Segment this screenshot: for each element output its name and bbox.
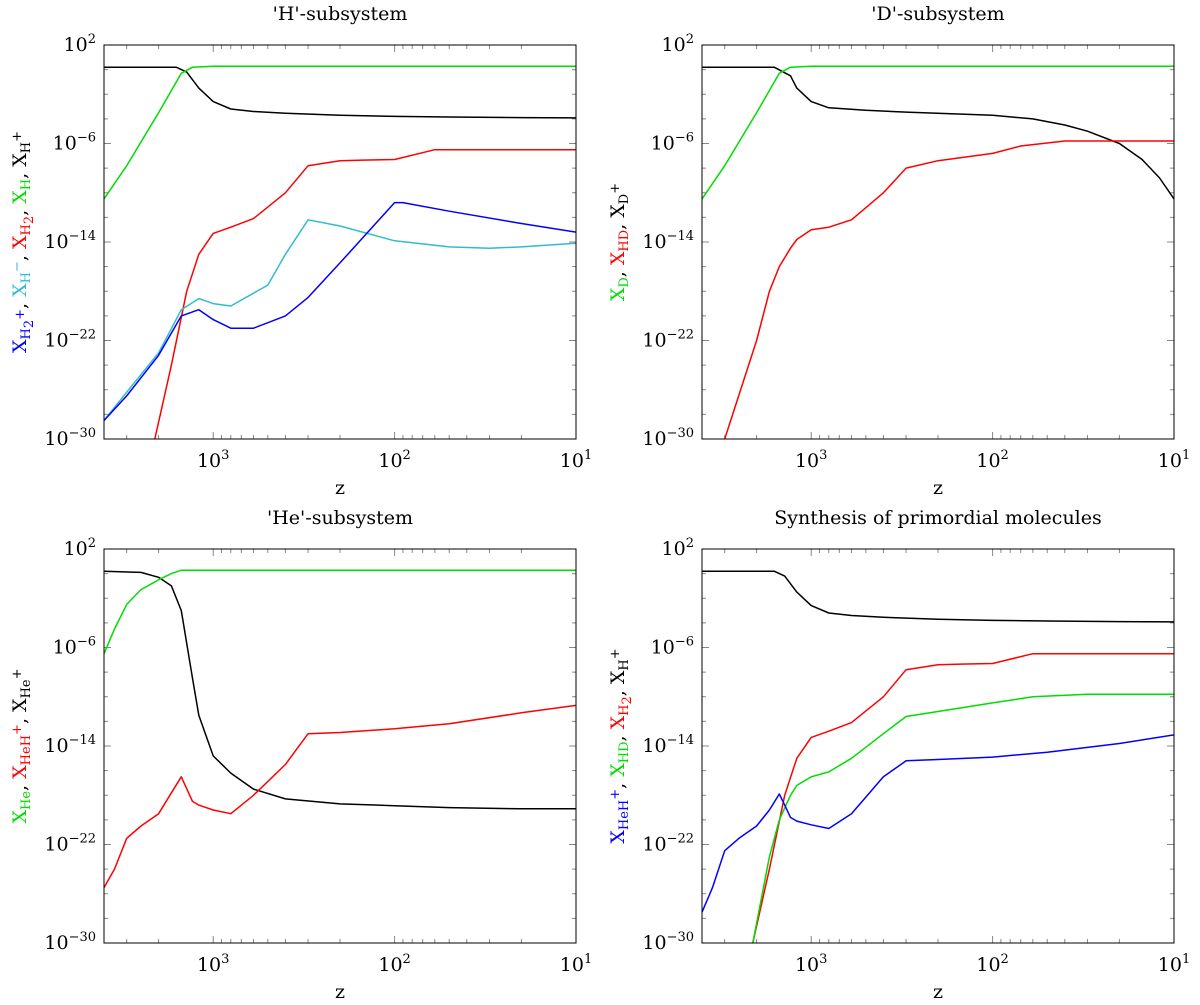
chart-title: 'He'-subsystem bbox=[267, 507, 413, 529]
y-tick-label: 10−30 bbox=[642, 930, 694, 954]
x-tick-label: 102 bbox=[976, 952, 1008, 976]
series-x-h bbox=[104, 65, 576, 200]
chart-panel-2: 'D'-subsystem z 103 102 101 10−30 10−22 10−14 10… bbox=[607, 3, 1190, 499]
chart-title: Synthesis of primordial molecules bbox=[774, 507, 1102, 529]
y-tick-label: 10−6 bbox=[53, 635, 96, 659]
chart-panel-3: 'He'-subsystem z 103 102 101 10−30 10−22 10−14 1… bbox=[9, 507, 592, 1003]
x-tick-label: 101 bbox=[1158, 448, 1190, 472]
y-tick-label: 10−30 bbox=[44, 930, 96, 954]
y-tick-label: 10−30 bbox=[44, 426, 96, 450]
x-axis-label: z bbox=[933, 981, 943, 1003]
y-tick-label: 10−14 bbox=[44, 229, 96, 253]
plot-frame bbox=[701, 44, 1175, 440]
x-axis-label: z bbox=[335, 477, 345, 499]
x-axis-label: z bbox=[933, 477, 943, 499]
series-x-h2- bbox=[104, 201, 576, 422]
x-tick-label: 103 bbox=[795, 448, 827, 472]
y-tick-label: 10−14 bbox=[44, 733, 96, 757]
y-tick-label: 10−22 bbox=[44, 832, 96, 856]
y-tick-label: 10−22 bbox=[44, 328, 96, 352]
series-x-h- bbox=[104, 66, 576, 119]
y-axis-label: XH2+​, XH−​, XH2​, XH​, XH+​ bbox=[9, 131, 37, 353]
y-tick-label: 10−22 bbox=[642, 328, 694, 352]
series-x-he- bbox=[104, 570, 576, 810]
series-x-he bbox=[104, 569, 576, 654]
series-x-h- bbox=[104, 219, 576, 421]
series-x-h- bbox=[702, 570, 1174, 623]
series-x-heh- bbox=[104, 704, 576, 888]
y-tick-label: 10−30 bbox=[642, 426, 694, 450]
chart-panel-1: 'H'-subsystem z 103 102 101 10−30 10−22 10−14 10… bbox=[9, 3, 592, 499]
x-tick-label: 103 bbox=[197, 952, 229, 976]
y-tick-label: 102 bbox=[662, 536, 694, 560]
y-tick-label: 102 bbox=[662, 32, 694, 56]
plot-frame bbox=[701, 548, 1175, 944]
series-x-hd bbox=[723, 140, 1174, 439]
y-axis-label: XHe​, XHeH+​, XHe+​ bbox=[9, 668, 34, 823]
plot-frame bbox=[103, 44, 577, 440]
series-x-h2 bbox=[154, 148, 576, 439]
y-axis-label: XHeH+​, XHD​, XH2​, XH+​ bbox=[607, 648, 635, 843]
x-tick-label: 103 bbox=[197, 448, 229, 472]
chart-title: 'D'-subsystem bbox=[871, 3, 1004, 25]
x-axis-label: z bbox=[335, 981, 345, 1003]
y-tick-label: 10−6 bbox=[651, 131, 694, 155]
y-axis-label: XD​, XHD​, XD+​ bbox=[607, 183, 632, 301]
chart-panel-4: Synthesis of primordial molecules z 103 102… bbox=[607, 507, 1190, 1003]
x-tick-label: 102 bbox=[976, 448, 1008, 472]
x-tick-label: 102 bbox=[378, 448, 410, 472]
x-tick-label: 101 bbox=[560, 952, 592, 976]
y-tick-label: 102 bbox=[64, 32, 96, 56]
y-tick-label: 10−6 bbox=[53, 131, 96, 155]
series-x-h2 bbox=[752, 652, 1174, 943]
y-tick-label: 102 bbox=[64, 536, 96, 560]
series-x-heh- bbox=[702, 734, 1174, 913]
chart-title: 'H'-subsystem bbox=[273, 3, 408, 25]
x-tick-label: 102 bbox=[378, 952, 410, 976]
x-tick-label: 101 bbox=[560, 448, 592, 472]
x-tick-label: 103 bbox=[795, 952, 827, 976]
series-x-hd bbox=[752, 693, 1174, 943]
x-tick-label: 101 bbox=[1158, 952, 1190, 976]
series-x-d- bbox=[702, 66, 1174, 200]
series-x-d bbox=[702, 65, 1174, 200]
y-tick-label: 10−14 bbox=[642, 733, 694, 757]
y-tick-label: 10−6 bbox=[651, 635, 694, 659]
y-tick-label: 10−22 bbox=[642, 832, 694, 856]
y-tick-label: 10−14 bbox=[642, 229, 694, 253]
plot-frame bbox=[103, 548, 577, 944]
